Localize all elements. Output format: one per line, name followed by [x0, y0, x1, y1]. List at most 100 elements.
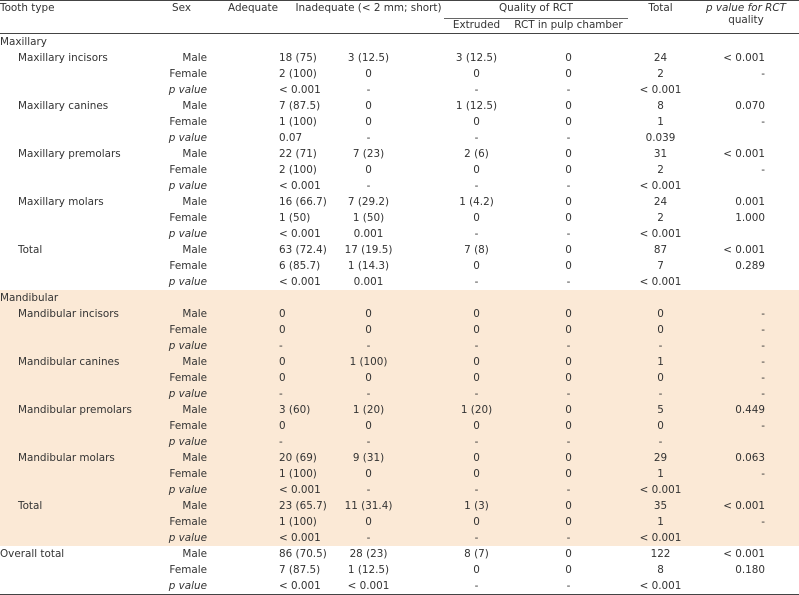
p-value-cell — [693, 82, 799, 98]
adequate-cell: 7 (87.5) — [279, 564, 321, 576]
sex-cell: p value — [168, 484, 207, 496]
total-cell: 8 — [657, 100, 664, 112]
extruded-cell: - — [474, 132, 479, 144]
sex-cell: Male — [182, 308, 207, 320]
rct-pulp-cell: - — [566, 228, 571, 240]
rct-pulp-cell: 0 — [565, 260, 572, 272]
total-cell: 2 — [657, 164, 664, 176]
adequate-cell: < 0.001 — [213, 578, 321, 595]
extruded-cell: - — [474, 532, 479, 544]
section-title: Mandibular — [0, 292, 59, 304]
rct-pulp-cell: - — [566, 132, 571, 144]
p-value-cell: - — [761, 468, 765, 480]
p-value-cell: - — [761, 116, 765, 128]
p-value-cell: < 0.001 — [723, 52, 765, 64]
p-value-cell: 0.289 — [735, 260, 765, 272]
sex-cell: p value — [168, 340, 207, 352]
p-value-cell: 0.070 — [735, 100, 765, 112]
adequate-cell: 22 (71) — [279, 148, 317, 160]
table-row: Total Male 63 (72.4) 17 (19.5) 7 (8) 0 87 < 0.0… — [0, 242, 799, 258]
tooth-type-cell: Mandibular premolars — [18, 404, 132, 416]
adequate-cell: 0 — [279, 372, 286, 384]
total-cell: 0 — [657, 372, 664, 384]
table-row: p value - - - - - — [0, 434, 799, 450]
table-row: p value - - - - - - — [0, 386, 799, 402]
extruded-cell: 1 (12.5) — [455, 100, 498, 112]
tooth-type-cell: Maxillary canines — [18, 100, 109, 112]
sex-cell: p value — [168, 276, 207, 288]
extruded-cell: 1 (3) — [464, 500, 489, 512]
extruded-cell: - — [474, 436, 479, 448]
header-p-value-rct-quality-line2: quality — [728, 14, 764, 26]
extruded-cell: 3 (12.5) — [455, 52, 498, 64]
rct-pulp-cell: 0 — [565, 356, 572, 368]
mandibular-section: Mandibular Mandibular incisors Male 0 0 0 0 0- F… — [0, 290, 799, 546]
adequate-cell: - — [279, 436, 283, 448]
p-value-cell: - — [761, 308, 765, 320]
p-value-cell — [693, 130, 799, 146]
header-quality-of-rct: Quality of RCT — [444, 0, 628, 19]
header-tooth-type: Tooth type — [0, 2, 55, 14]
total-cell: 1 — [657, 356, 664, 368]
sex-cell: p value — [150, 578, 213, 595]
sex-cell: Male — [182, 148, 207, 160]
inadequate-cell: 0 — [365, 116, 372, 128]
rct-pulp-cell: - — [566, 532, 571, 544]
adequate-cell: 63 (72.4) — [279, 244, 327, 256]
tooth-type-cell — [0, 210, 150, 226]
tooth-type-cell — [0, 66, 150, 82]
total-cell: 87 — [653, 244, 668, 256]
table-row: p value < 0.001 - - - < 0.001 — [0, 530, 799, 546]
sex-cell: Male — [182, 100, 207, 112]
inadequate-cell: 1 (100) — [349, 356, 388, 368]
adequate-cell: 0 — [279, 420, 286, 432]
section-header-row: Maxillary — [0, 34, 799, 51]
sex-cell: p value — [168, 228, 207, 240]
inadequate-cell: - — [366, 180, 371, 192]
adequate-cell: < 0.001 — [279, 228, 321, 240]
table-row: Mandibular incisors Male 0 0 0 0 0 - — [0, 306, 799, 322]
total-cell: < 0.001 — [628, 578, 693, 595]
tooth-type-cell — [0, 418, 150, 434]
tooth-type-cell: Maxillary incisors — [18, 52, 108, 64]
inadequate-cell: 0 — [365, 468, 372, 480]
tooth-type-cell — [0, 114, 150, 130]
rct-pulp-cell: 0 — [565, 116, 572, 128]
header-total: Total — [648, 2, 673, 14]
table-row: Female 1 (100) 0 0 0 1 - — [0, 114, 799, 130]
p-value-cell: - — [761, 420, 765, 432]
inadequate-cell: 0 — [365, 324, 372, 336]
rct-pulp-cell: 0 — [565, 324, 572, 336]
adequate-cell: 0 — [279, 356, 286, 368]
total-cell: 1 — [657, 516, 664, 528]
tooth-type-cell — [0, 530, 150, 546]
extruded-cell: - — [474, 340, 479, 352]
adequate-cell: < 0.001 — [279, 84, 321, 96]
inadequate-cell: 7 (29.2) — [347, 196, 390, 208]
table-row: Female 2 (100) 0 0 0 2 - — [0, 162, 799, 178]
sex-cell: Female — [169, 116, 207, 128]
adequate-cell: 2 (100) — [279, 164, 317, 176]
extruded-cell: 0 — [473, 212, 480, 224]
inadequate-cell: - — [366, 532, 371, 544]
p-value-cell: - — [761, 340, 765, 352]
inadequate-cell: 17 (19.5) — [344, 244, 393, 256]
total-cell: 0.039 — [645, 132, 676, 144]
extruded-cell: 0 — [473, 516, 480, 528]
p-value-cell — [693, 178, 799, 194]
total-cell: 0 — [657, 308, 664, 320]
sex-cell: Female — [169, 212, 207, 224]
p-value-cell: - — [761, 324, 765, 336]
tooth-type-cell — [0, 434, 150, 450]
rct-pulp-cell: 0 — [565, 564, 572, 576]
inadequate-cell: - — [366, 436, 371, 448]
sex-cell: Male — [182, 404, 207, 416]
extruded-cell: 0 — [473, 468, 480, 480]
table-row: p value < 0.001 0.001 - - < 0.001 — [0, 274, 799, 290]
adequate-cell: 2 (100) — [279, 68, 317, 80]
p-value-cell: 1.000 — [735, 212, 765, 224]
inadequate-cell: 0.001 — [353, 228, 384, 240]
rct-pulp-cell: 0 — [565, 244, 572, 256]
extruded-cell: 8 (7) — [464, 548, 489, 560]
section-title: Maxillary — [0, 36, 47, 48]
